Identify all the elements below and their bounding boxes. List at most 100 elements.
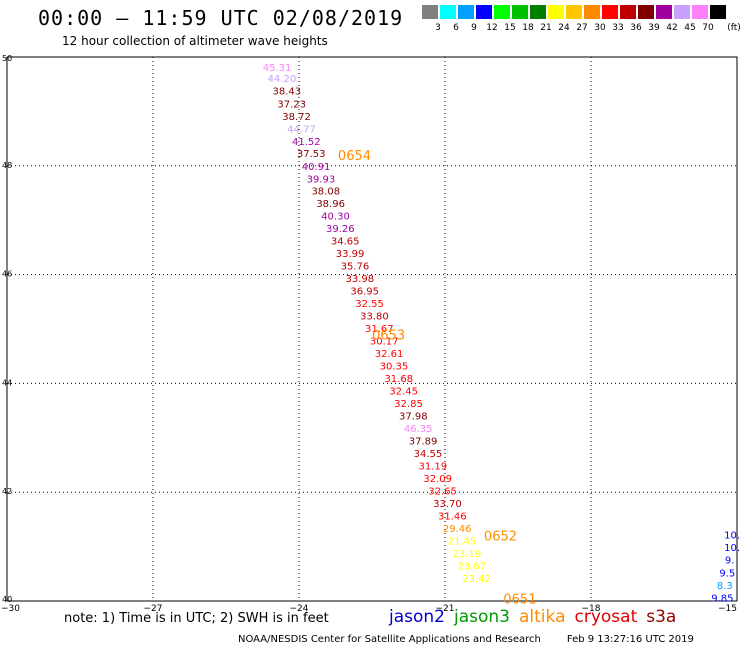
legend-swatch (692, 5, 708, 19)
swh-value: 32.55 (355, 299, 384, 310)
swh-value: 31.68 (384, 374, 413, 385)
plot-frame (6, 56, 738, 602)
swh-value: 46.35 (404, 424, 433, 435)
footer: NOAA/NESDIS Center for Satellite Applica… (238, 634, 694, 645)
legend-swatch (458, 5, 474, 19)
swh-value: 33.80 (360, 311, 389, 322)
swh-value: 21.45 (448, 537, 477, 548)
legend-label: 15 (504, 23, 516, 33)
swh-value: 9.5 (719, 568, 735, 579)
y-tick-label: 50 (2, 54, 12, 63)
legend-label: 9 (471, 23, 477, 33)
time-label: 0653 (372, 328, 405, 343)
legend-label: 36 (630, 23, 642, 33)
x-tick-label: −27 (144, 604, 163, 614)
swh-value: 32.45 (389, 387, 418, 398)
swh-value: 38.96 (316, 199, 345, 210)
legend-swatch (530, 5, 546, 19)
legend-swatch (620, 5, 636, 19)
legend-swatch (710, 5, 726, 19)
swh-value: 23.42 (462, 574, 491, 585)
legend-swatch (656, 5, 672, 19)
legend-swatch (674, 5, 690, 19)
mission-jason3: jason3 (454, 607, 510, 627)
mission-jason2: jason2 (389, 607, 445, 627)
legend-label: 18 (522, 23, 534, 33)
note-text: note: 1) Time is in UTC; 2) SWH is in fe… (64, 611, 329, 626)
legend-swatch (422, 5, 438, 19)
y-tick-label: 40 (2, 595, 12, 604)
x-tick-label: −21 (436, 604, 455, 614)
legend-unit: (ft) (727, 23, 740, 33)
swh-value: 29.46 (443, 524, 472, 535)
legend-label: 39 (648, 23, 660, 33)
x-tick-label: −24 (290, 604, 309, 614)
x-tick-label: −15 (718, 604, 737, 614)
legend-swatch (476, 5, 492, 19)
swh-value: 37.53 (297, 149, 326, 160)
swh-value: 40.30 (321, 211, 350, 222)
swh-value: 38.08 (311, 186, 340, 197)
footer-org: NOAA/NESDIS Center for Satellite Applica… (238, 634, 541, 645)
legend-label: 12 (486, 23, 498, 33)
legend-label: 42 (666, 23, 678, 33)
swh-value: 38.72 (282, 112, 311, 123)
footer-time: Feb 9 13:27:16 UTC 2019 (566, 634, 694, 645)
swh-value: 30.17 (370, 337, 399, 348)
legend-label: 3 (435, 23, 441, 33)
swh-value: 33.99 (336, 249, 365, 260)
swh-value: 33.98 (346, 274, 375, 285)
legend-swatch (440, 5, 456, 19)
swh-value: 45.31 (263, 63, 292, 74)
swh-value: 39.26 (326, 224, 355, 235)
swh-value: 31.67 (365, 324, 394, 335)
swh-value: 32.09 (423, 474, 452, 485)
legend-label: 21 (540, 23, 552, 33)
legend-label: 45 (684, 23, 696, 33)
swh-value: 38.43 (273, 86, 302, 97)
legend-label: 6 (453, 23, 459, 33)
swh-value: 41.52 (292, 137, 321, 148)
time-label: 0651 (503, 592, 536, 607)
x-tick-label: −30 (1, 604, 20, 614)
swh-value: 9.85 (711, 593, 733, 604)
swh-value: 32.61 (375, 349, 404, 360)
swh-value: 34.65 (331, 236, 360, 247)
swh-value: 23.19 (453, 549, 482, 560)
mission-cryosat: cryosat (574, 607, 638, 627)
legend-swatch (494, 5, 510, 19)
swh-value: 44.77 (287, 124, 316, 135)
swh-value: 44.20 (268, 74, 297, 85)
mission-s3a: s3a (646, 607, 677, 627)
swh-value: 37.23 (277, 99, 306, 110)
legend-swatch (566, 5, 582, 19)
time-label: 0652 (484, 530, 517, 545)
swh-value: 37.98 (399, 412, 428, 423)
swh-value: 32.85 (394, 399, 423, 410)
y-tick-label: 46 (2, 270, 12, 279)
swh-value: 34.55 (414, 449, 443, 460)
chart-subtitle: 12 hour collection of altimeter wave hei… (62, 34, 328, 48)
mission-legend: jason2 jason3 altika cryosat s3a (389, 607, 685, 627)
swh-value: 9. (725, 556, 735, 567)
y-tick-label: 48 (2, 161, 12, 170)
legend-label: 33 (612, 23, 624, 33)
legend-swatch (638, 5, 654, 19)
legend-swatch (584, 5, 600, 19)
swh-value: 33.70 (433, 499, 462, 510)
legend-swatch (548, 5, 564, 19)
swh-value: 30.35 (380, 362, 409, 373)
legend-label: 24 (558, 23, 570, 33)
swh-value: 35.76 (341, 261, 370, 272)
swh-value: 36.95 (350, 286, 379, 297)
x-tick-label: −18 (582, 604, 601, 614)
swh-value: 37.89 (409, 437, 438, 448)
legend-label: 70 (702, 23, 714, 33)
swh-value: 31.19 (419, 462, 448, 473)
swh-value: 10. (724, 531, 740, 542)
chart-title: 00:00 – 11:59 UTC 02/08/2019 (38, 6, 404, 30)
legend-label: 30 (594, 23, 606, 33)
swh-value: 32.65 (428, 487, 457, 498)
swh-value: 39.93 (307, 174, 336, 185)
